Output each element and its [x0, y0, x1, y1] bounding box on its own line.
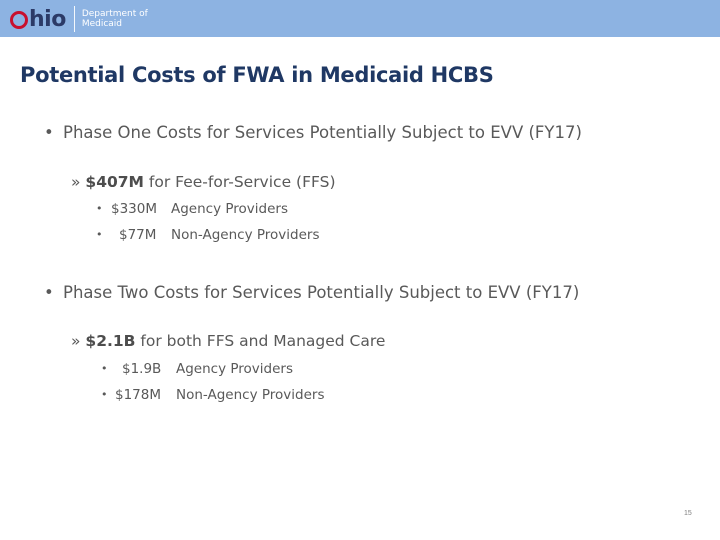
phase-two-amount: $2.1B — [85, 332, 136, 350]
phase-one-heading: Phase One Costs for Services Potentially… — [63, 123, 582, 142]
item-marker: • — [96, 202, 103, 215]
ohio-o-circle-icon — [10, 11, 28, 29]
item-marker: • — [101, 388, 108, 401]
sub-marker: » — [71, 173, 81, 191]
page-number: 15 — [684, 510, 692, 517]
item-amount: $178M — [115, 387, 162, 403]
phase-two-description: for both FFS and Managed Care — [135, 332, 386, 350]
phase-one-amount: $407M — [85, 173, 144, 191]
item-label: Non-Agency Providers — [176, 387, 325, 403]
item-label: Non-Agency Providers — [171, 227, 320, 243]
phase-one-description: for Fee-for-Service (FFS) — [144, 173, 336, 191]
item-amount: $1.9B — [122, 361, 162, 377]
department-line-1: Department of — [81, 9, 148, 19]
logo-divider — [73, 6, 75, 32]
department-line-2: Medicaid — [81, 19, 123, 29]
header-banner: hio Department of Medicaid — [0, 0, 720, 37]
item-marker: • — [96, 228, 103, 241]
bullet-marker: • — [44, 283, 54, 302]
item-marker: • — [101, 362, 108, 375]
ohio-medicaid-logo: hio Department of Medicaid — [10, 5, 148, 33]
phase-two-heading: Phase Two Costs for Services Potentially… — [63, 283, 580, 302]
item-amount: $330M — [111, 201, 158, 217]
slide-title: Potential Costs of FWA in Medicaid HCBS — [20, 63, 494, 87]
item-amount: $77M — [119, 227, 157, 243]
ohio-wordmark: hio — [10, 7, 66, 32]
phase-two-subitem: » $2.1B for both FFS and Managed Care — [71, 332, 385, 350]
department-name: Department of Medicaid — [82, 9, 148, 29]
bullet-marker: • — [44, 123, 54, 142]
item-label: Agency Providers — [171, 201, 288, 217]
phase-one-subitem: » $407M for Fee-for-Service (FFS) — [71, 173, 336, 191]
item-label: Agency Providers — [176, 361, 293, 377]
ohio-wordmark-text: hio — [29, 6, 66, 32]
sub-marker: » — [71, 332, 81, 350]
